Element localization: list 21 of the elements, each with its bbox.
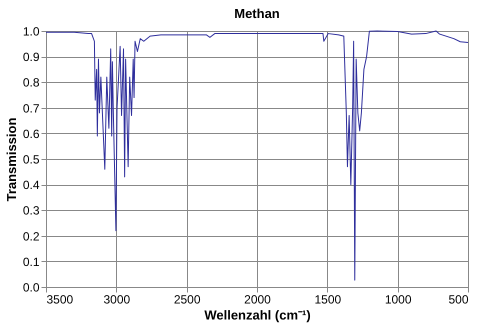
x-axis-title: Wellenzahl (cm⁻¹) [204,308,311,322]
x-tick-label: 3000 [103,292,131,306]
x-tick-label: 1000 [384,292,412,306]
x-tick-label: 2500 [174,292,201,306]
y-axis-title: Transmission [4,118,19,202]
y-tick-label: 0.5 [22,152,40,166]
y-tick-label: 0.4 [22,178,40,192]
y-tick-label: 0.8 [22,76,40,90]
x-tick-label: 500 [448,292,469,306]
y-tick-label: 0.2 [22,229,40,244]
y-tick-label: 0.3 [22,204,40,218]
y-tick-label: 0.0 [22,280,40,294]
y-tick-label: 0.1 [22,254,40,269]
chart-title: Methan [234,6,280,21]
x-tick-label: 3500 [46,292,74,306]
x-tick-label: 1500 [314,292,342,306]
y-tick-label: 0.9 [22,50,40,64]
y-tick-label: 1.0 [22,24,40,38]
x-tick-label: 2000 [244,292,272,306]
y-tick-label: 0.7 [22,101,40,116]
y-tick-label: 0.6 [22,126,40,141]
